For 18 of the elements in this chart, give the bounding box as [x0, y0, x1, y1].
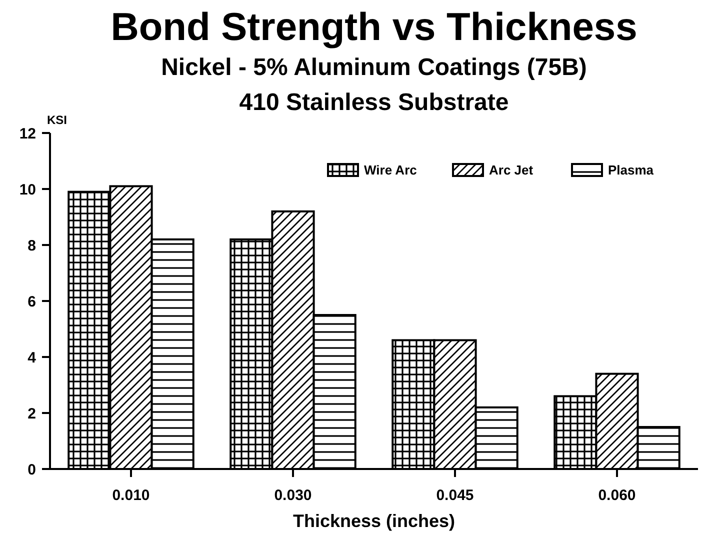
y-tick-label: 8 [28, 237, 36, 254]
y-tick-label: 12 [19, 125, 36, 142]
x-tick-label: 0.030 [274, 487, 312, 504]
y-tick-label: 2 [28, 405, 36, 422]
legend-label: Wire Arc [364, 162, 417, 178]
chart-title: Bond Strength vs Thickness [110, 6, 638, 49]
legend-label: Plasma [608, 162, 654, 178]
y-tick-label: 4 [28, 349, 37, 366]
y-tick-label: 6 [28, 293, 36, 310]
x-axis-title: Thickness (inches) [292, 511, 456, 531]
chart-subtitle: Nickel - 5% Aluminum Coatings (75B) 410 Stainless Substrate [161, 54, 587, 116]
x-tick-label: 0.045 [436, 487, 474, 504]
y-axis-title: KSI [47, 113, 68, 127]
x-tick-label: 0.010 [112, 487, 150, 504]
x-tick-label: 0.060 [598, 487, 636, 504]
legend-label: Arc Jet [489, 162, 534, 178]
y-tick-label: 0 [28, 461, 36, 478]
y-tick-label: 10 [19, 181, 36, 198]
